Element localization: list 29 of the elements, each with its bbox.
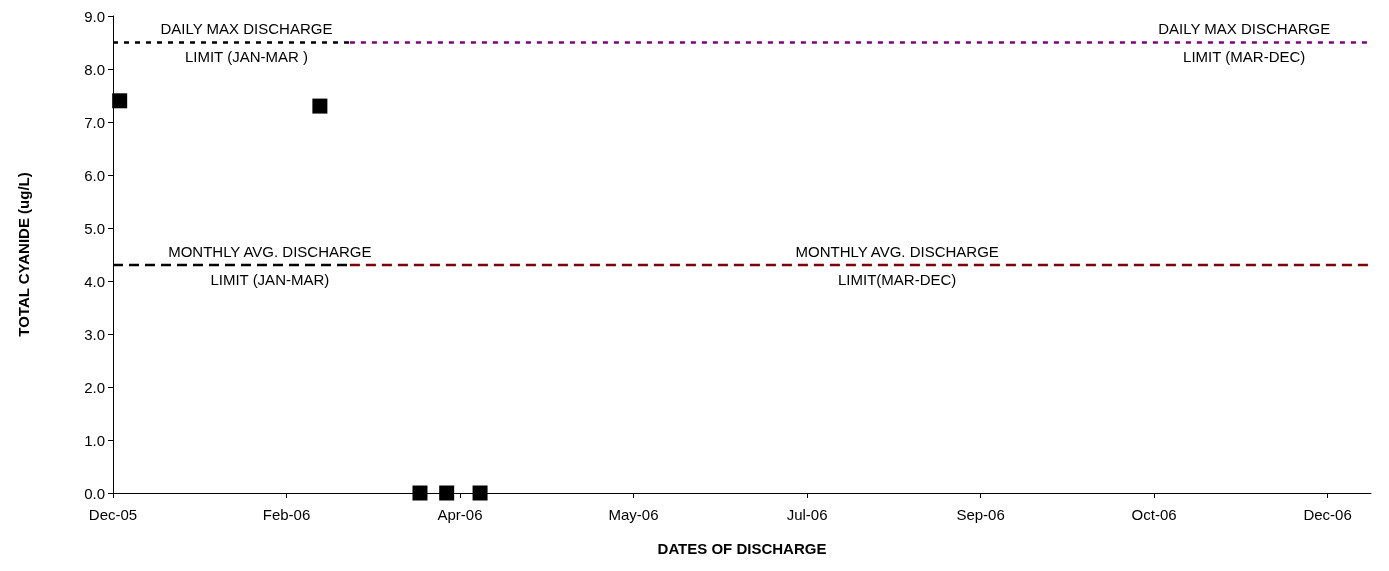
point <box>472 485 488 501</box>
annotation: DAILY MAX DISCHARGE LIMIT (JAN-MAR ) <box>160 20 333 65</box>
annotation: MONTHLY AVG. DISCHARGE LIMIT(MAR-DEC) <box>795 242 999 288</box>
point <box>312 98 328 114</box>
x-axis-title: DATES OF DISCHARGE <box>657 540 827 557</box>
point <box>412 485 428 501</box>
y-tick-label: 4.0 <box>84 272 105 290</box>
y-tick-label: 6.0 <box>84 166 105 184</box>
y-tick-label: 0.0 <box>84 484 105 502</box>
x-tick-label: Sep-06 <box>956 506 1005 523</box>
x-tick-label: Jul-06 <box>786 506 828 523</box>
annotation: MONTHLY AVG. DISCHARGE LIMIT (JAN-MAR) <box>168 242 372 288</box>
x-tick-label: Oct-06 <box>1131 506 1177 523</box>
y-tick-label: 1.0 <box>84 431 105 449</box>
y-tick-label: 3.0 <box>84 325 105 343</box>
point <box>112 93 128 109</box>
y-tick-label: 9.0 <box>84 7 105 25</box>
x-tick-label: Dec-06 <box>1303 506 1352 523</box>
y-axis-title: TOTAL CYANIDE (ug/L) <box>15 172 32 337</box>
x-tick-label: Dec-05 <box>88 506 138 523</box>
annotation: DAILY MAX DISCHARGE LIMIT (MAR-DEC) <box>1158 20 1331 65</box>
y-tick-label: 7.0 <box>84 113 105 131</box>
point <box>439 485 455 501</box>
y-tick-label: 2.0 <box>84 378 105 396</box>
x-tick-label: Apr-06 <box>437 506 483 523</box>
x-tick-label: Feb-06 <box>262 506 311 523</box>
y-tick-label: 8.0 <box>84 60 105 78</box>
y-tick-label: 5.0 <box>84 219 105 237</box>
x-tick-label: May-06 <box>608 506 659 523</box>
